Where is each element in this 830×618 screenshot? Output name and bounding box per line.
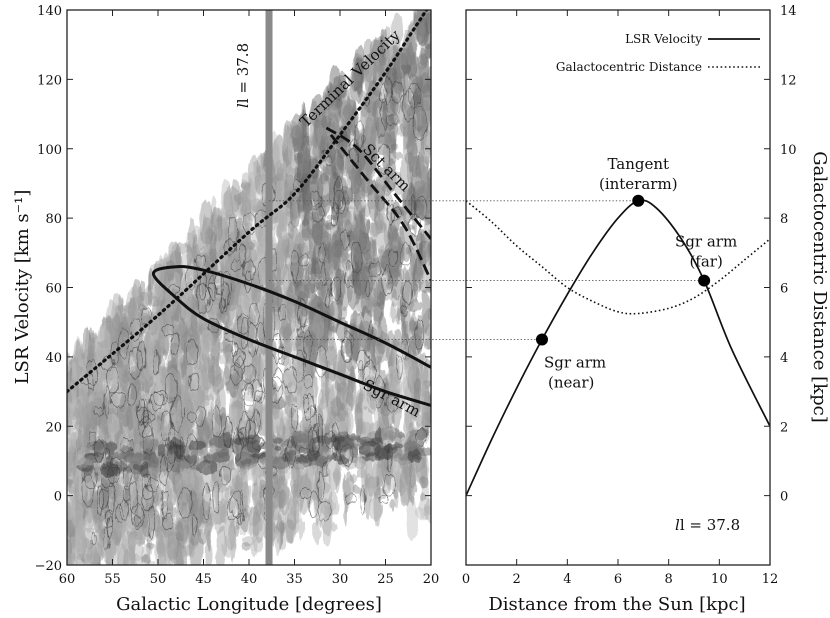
left-x-tick-label: 55 — [104, 572, 121, 587]
left-x-tick-label: 25 — [377, 572, 394, 587]
left-y-tick-label: 100 — [37, 143, 62, 158]
velocity-marker — [632, 194, 645, 207]
longitude-highlight-band — [265, 10, 273, 565]
legend-label-lsr: LSR Velocity — [625, 32, 702, 46]
left-y-tick-label: −20 — [35, 559, 62, 574]
right-x-tick-label: 6 — [614, 572, 622, 587]
right-panel-rotation-curve: 0 2 4 6 8 10 12 0 2 4 6 8 10 12 14 Tangent (interarm) S… — [462, 4, 830, 615]
left-x-tick-label: 60 — [59, 572, 76, 587]
terminal-velocity-line — [67, 10, 429, 394]
right-y-tick-label: 14 — [780, 4, 797, 19]
left-x-tick-label: 20 — [423, 572, 440, 587]
marker-label: Sgr arm — [544, 354, 606, 372]
velocity-connector-lines — [269, 200, 705, 340]
right-x-tick-label: 2 — [513, 572, 521, 587]
right-x-axis-label: Distance from the Sun [kpc] — [488, 594, 745, 615]
right-y-tick-label: 12 — [780, 73, 797, 88]
right-y-tick-label: 4 — [780, 351, 788, 366]
left-x-axis-label: Galactic Longitude [degrees] — [116, 594, 382, 615]
marker-sublabel: (interarm) — [599, 175, 678, 193]
right-y-ticks: 0 2 4 6 8 10 12 14 — [466, 4, 797, 505]
emission-map — [67, 10, 431, 565]
marker-label: Tangent — [607, 155, 669, 173]
marker-sublabel: (far) — [689, 253, 722, 271]
sct-arm-line-outer — [325, 126, 431, 240]
velocity-marker — [698, 274, 711, 287]
sgr-arm-loop — [151, 265, 431, 407]
left-y-axis-label: LSR Velocity [km s⁻¹] — [12, 190, 33, 385]
velocity-marker — [536, 333, 548, 346]
left-y-tick-label: 0 — [54, 490, 62, 505]
longitude-label-left: ll = 37.8 — [234, 43, 252, 108]
right-x-ticks: 0 2 4 6 8 10 12 — [462, 10, 778, 587]
left-y-tick-label: 140 — [37, 4, 62, 19]
right-x-tick-label: 12 — [762, 572, 779, 587]
left-y-tick-label: 120 — [37, 73, 62, 88]
left-y-tick-label: 20 — [45, 420, 62, 435]
left-y-ticks: −20 0 20 40 60 80 100 120 140 — [35, 4, 431, 574]
longitude-label-right: ll = 37.8 — [675, 516, 740, 534]
right-y-tick-label: 2 — [780, 420, 788, 435]
right-y-tick-label: 10 — [780, 143, 797, 158]
sct-arm-line-inner — [329, 134, 431, 282]
right-plot-frame — [465, 9, 771, 566]
left-x-tick-label: 30 — [332, 572, 349, 587]
velocity-markers: Tangent (interarm) Sgr arm (far) Sgr arm (nea… — [536, 155, 737, 392]
legend: LSR Velocity Galactocentric Distance — [556, 32, 760, 74]
right-x-tick-label: 8 — [665, 572, 673, 587]
left-x-tick-label: 50 — [150, 572, 167, 587]
right-y-tick-label: 6 — [780, 282, 788, 297]
right-x-tick-label: 4 — [563, 572, 571, 587]
legend-label-gc: Galactocentric Distance — [556, 60, 702, 74]
left-x-tick-label: 40 — [241, 572, 258, 587]
left-y-tick-label: 40 — [45, 351, 62, 366]
left-x-tick-label: 45 — [195, 572, 212, 587]
right-x-tick-label: 0 — [462, 572, 470, 587]
right-y-axis-label: Galactocentric Distance [kpc] — [809, 151, 830, 422]
right-x-tick-label: 10 — [711, 572, 728, 587]
left-panel-lv-diagram: 60 55 50 45 40 35 30 25 20 −20 0 20 40 60 80 100 120 140… — [12, 4, 440, 615]
left-x-tick-label: 35 — [286, 572, 303, 587]
left-y-tick-label: 80 — [45, 212, 62, 227]
galactocentric-distance-curve — [466, 200, 770, 315]
left-y-tick-label: 60 — [45, 282, 62, 297]
right-y-tick-label: 0 — [780, 490, 788, 505]
marker-sublabel: (near) — [548, 374, 594, 392]
right-y-tick-label: 8 — [780, 212, 788, 227]
marker-label: Sgr arm — [675, 233, 737, 251]
left-x-ticks: 60 55 50 45 40 35 30 25 20 — [59, 10, 440, 587]
lsr-velocity-curve — [466, 199, 770, 496]
